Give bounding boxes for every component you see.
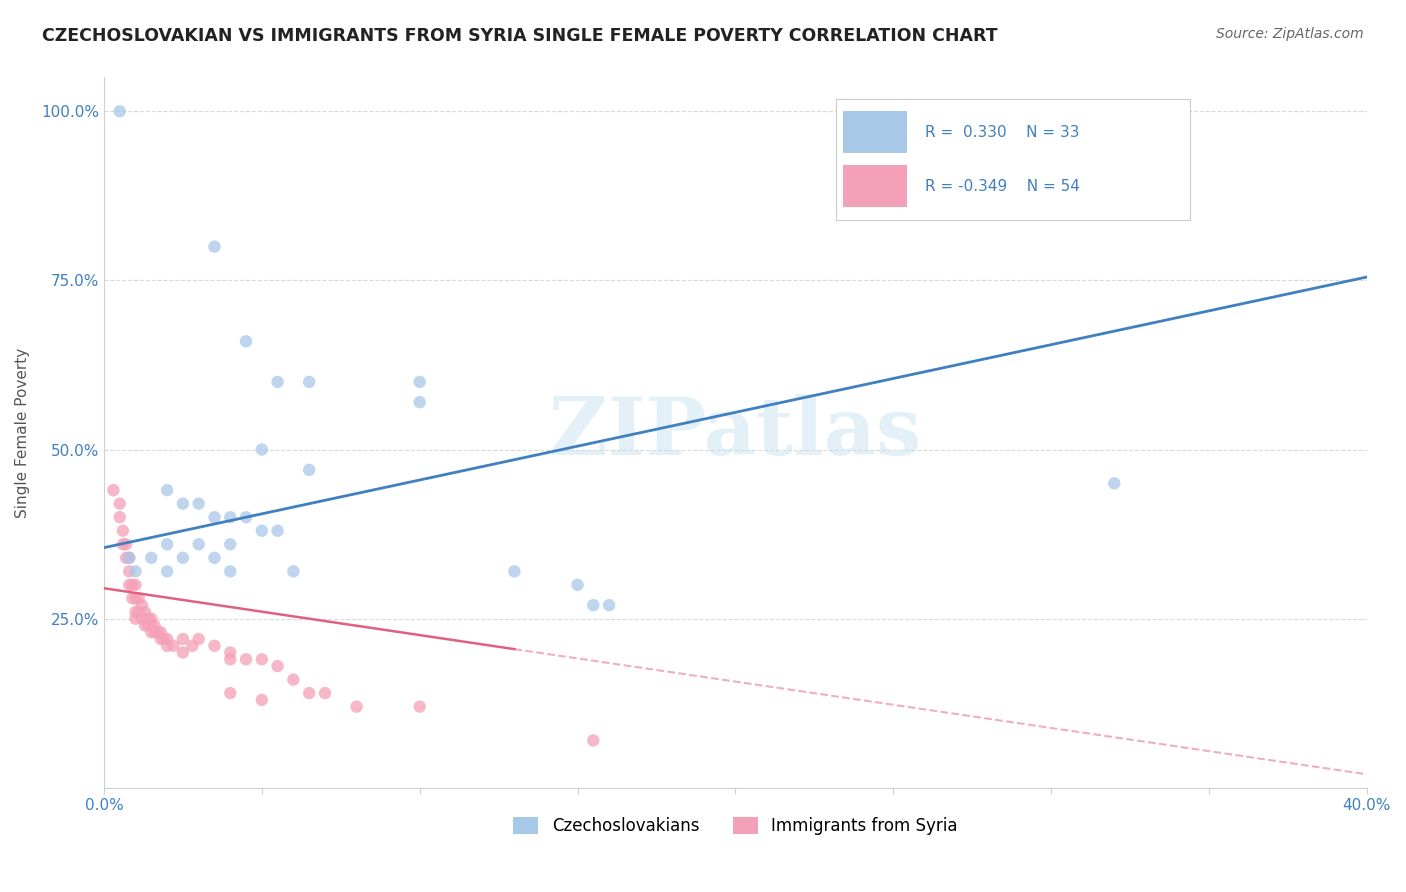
Point <box>149 632 172 646</box>
Point <box>298 463 321 477</box>
Point <box>131 598 153 612</box>
Point <box>118 550 141 565</box>
Point <box>115 550 138 565</box>
Point <box>134 618 156 632</box>
Point <box>503 565 526 579</box>
Point <box>250 693 273 707</box>
Point <box>172 497 194 511</box>
Point <box>187 632 209 646</box>
Point <box>283 565 305 579</box>
Point <box>124 605 146 619</box>
Point <box>250 652 273 666</box>
Point <box>204 239 226 253</box>
Point <box>283 673 305 687</box>
Point <box>266 375 288 389</box>
Point <box>141 612 163 626</box>
Point <box>156 483 179 497</box>
Point <box>408 395 430 409</box>
Point <box>598 598 620 612</box>
Point <box>187 497 209 511</box>
Point <box>146 625 169 640</box>
Point <box>172 646 194 660</box>
Point <box>187 537 209 551</box>
Point <box>219 510 242 524</box>
Point <box>141 618 163 632</box>
Point <box>143 625 166 640</box>
Point <box>408 699 430 714</box>
Point <box>141 550 163 565</box>
Point <box>582 598 605 612</box>
Point <box>346 699 368 714</box>
Point <box>266 659 288 673</box>
Point <box>266 524 288 538</box>
Point <box>134 605 156 619</box>
Point <box>124 591 146 606</box>
Point <box>219 565 242 579</box>
Text: CZECHOSLOVAKIAN VS IMMIGRANTS FROM SYRIA SINGLE FEMALE POVERTY CORRELATION CHART: CZECHOSLOVAKIAN VS IMMIGRANTS FROM SYRIA… <box>42 27 998 45</box>
Point <box>121 578 143 592</box>
Point <box>162 639 184 653</box>
Point <box>124 612 146 626</box>
Point <box>153 632 176 646</box>
Point <box>156 565 179 579</box>
Point <box>219 652 242 666</box>
Point <box>219 686 242 700</box>
Point <box>118 550 141 565</box>
Point <box>582 733 605 747</box>
Point <box>124 578 146 592</box>
Point <box>118 578 141 592</box>
Point <box>1102 476 1125 491</box>
Point <box>298 686 321 700</box>
Point <box>108 104 131 119</box>
Point <box>108 497 131 511</box>
Point <box>204 510 226 524</box>
Point <box>121 591 143 606</box>
Point <box>124 565 146 579</box>
Point <box>314 686 336 700</box>
Point <box>141 625 163 640</box>
Text: Source: ZipAtlas.com: Source: ZipAtlas.com <box>1216 27 1364 41</box>
Point <box>131 612 153 626</box>
Point <box>408 375 430 389</box>
Point <box>103 483 125 497</box>
Text: ZIPatlas: ZIPatlas <box>550 393 921 472</box>
Point <box>172 550 194 565</box>
Point <box>143 618 166 632</box>
Point <box>118 565 141 579</box>
Point <box>181 639 204 653</box>
Point <box>128 605 150 619</box>
Point <box>298 375 321 389</box>
Point <box>204 639 226 653</box>
Point <box>250 442 273 457</box>
Point <box>172 632 194 646</box>
Point <box>156 632 179 646</box>
Point <box>219 646 242 660</box>
Point <box>204 550 226 565</box>
Point <box>149 625 172 640</box>
Point <box>235 334 257 349</box>
Point <box>111 537 134 551</box>
Point <box>128 591 150 606</box>
Point <box>156 639 179 653</box>
Point <box>567 578 589 592</box>
Point <box>115 537 138 551</box>
Point <box>235 652 257 666</box>
Legend: Czechoslovakians, Immigrants from Syria: Czechoslovakians, Immigrants from Syria <box>505 809 966 844</box>
Point <box>235 510 257 524</box>
Point <box>136 612 159 626</box>
Point <box>250 524 273 538</box>
Point <box>136 618 159 632</box>
Y-axis label: Single Female Poverty: Single Female Poverty <box>15 348 30 517</box>
Point <box>219 537 242 551</box>
Point <box>156 537 179 551</box>
Point <box>108 510 131 524</box>
Point <box>111 524 134 538</box>
